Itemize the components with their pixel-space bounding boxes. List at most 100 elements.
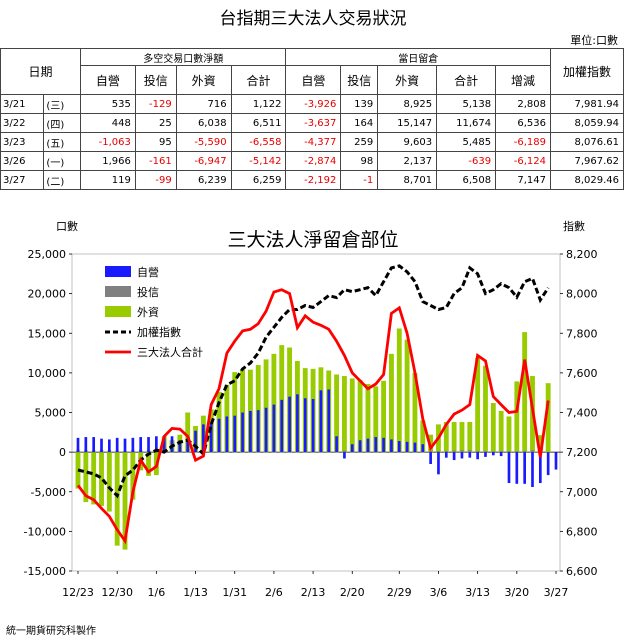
- table-row: 3/26 (一) 1,966 -161 -6,947 -5,142 -2,874 98 2,13…: [0, 151, 625, 171]
- bar-proprietary: [515, 452, 519, 484]
- bar-proprietary: [233, 415, 237, 453]
- bar-foreign: [334, 374, 340, 453]
- bar-proprietary: [507, 452, 511, 484]
- table-row: 3/27 (二) 119 -99 6,239 6,259 -2,192 -1 8,701 6,50…: [0, 170, 625, 190]
- bar-proprietary: [288, 396, 291, 453]
- bar-investment-trust: [460, 450, 464, 453]
- bar-proprietary: [139, 437, 143, 453]
- bar-foreign: [514, 381, 520, 453]
- bar-proprietary: [491, 452, 495, 456]
- unit-label: 單位:口數: [570, 34, 618, 47]
- y-tick-label: 0: [59, 446, 66, 459]
- bar-investment-trust: [522, 450, 527, 453]
- bar-proprietary: [484, 452, 487, 457]
- bar-foreign: [232, 372, 238, 453]
- bar-proprietary: [350, 444, 354, 453]
- bar-investment-trust: [507, 450, 511, 453]
- sub2-header: 增減: [495, 65, 551, 95]
- bar-foreign: [365, 383, 371, 453]
- bar-foreign: [373, 386, 379, 453]
- bar-proprietary: [366, 438, 370, 453]
- bar-proprietary: [531, 452, 534, 487]
- table-cell: -4,377: [285, 132, 342, 152]
- bar-foreign: [185, 412, 191, 453]
- bar-investment-trust: [444, 450, 448, 453]
- legend-swatch: [105, 286, 131, 297]
- bar-foreign: [279, 345, 285, 453]
- chart-title: 三大法人淨留倉部位: [227, 229, 398, 251]
- bar-proprietary: [374, 437, 378, 453]
- bar-proprietary: [108, 439, 111, 453]
- y-tick-label: 20,000: [28, 288, 67, 301]
- bar-proprietary: [280, 399, 284, 453]
- bar-proprietary: [390, 439, 393, 453]
- x-tick-label: 1/31: [222, 586, 247, 599]
- bar-foreign: [412, 372, 418, 453]
- bar-proprietary: [476, 452, 479, 460]
- bar-foreign: [396, 328, 402, 453]
- y2-tick-label: 7,400: [566, 407, 598, 420]
- bar-proprietary: [256, 410, 260, 453]
- bar-proprietary: [155, 436, 158, 453]
- y-tick-label: 5,000: [35, 407, 67, 420]
- y-axis-label: 口數: [56, 220, 78, 233]
- legend-label: 外資: [137, 306, 159, 319]
- x-tick-label: 2/13: [301, 586, 326, 599]
- bar-proprietary: [84, 437, 88, 453]
- bar-proprietary: [444, 452, 448, 458]
- index-line: [77, 264, 550, 499]
- legend-label: 三大法人合計: [137, 345, 203, 359]
- y2-tick-label: 7,200: [566, 446, 598, 459]
- bar-investment-trust: [515, 451, 519, 453]
- bar-proprietary: [147, 437, 150, 453]
- bar-foreign: [451, 422, 457, 453]
- bar-proprietary: [546, 452, 550, 476]
- y2-tick-label: 8,200: [566, 248, 598, 261]
- legend-label: 加權指數: [137, 325, 181, 339]
- y-tick-label: -10,000: [24, 525, 66, 538]
- bar-foreign: [443, 422, 449, 453]
- bar-proprietary: [538, 452, 542, 484]
- legend-swatch: [105, 266, 131, 277]
- table-cell: -2,192: [285, 170, 342, 190]
- bar-foreign: [240, 369, 245, 453]
- bar-investment-trust: [499, 450, 503, 453]
- legend-label: 投信: [137, 285, 159, 299]
- bar-proprietary: [554, 452, 558, 470]
- table-row: 3/22 (四) 448 25 6,038 6,511 -3,637 164 15,147 11,…: [0, 113, 625, 133]
- table-row: 3/23 (五) -1,063 95 -5,590 -6,558 -4,377 259 9,60…: [0, 132, 625, 152]
- x-tick-label: 1/6: [148, 586, 166, 599]
- bar-foreign: [122, 452, 128, 550]
- x-tick-label: 2/20: [340, 586, 365, 599]
- bar-foreign: [91, 452, 97, 505]
- bar-proprietary: [523, 452, 526, 484]
- bar-investment-trust: [436, 450, 441, 453]
- legend-label: 自營: [137, 266, 159, 279]
- x-tick-label: 12/23: [62, 586, 94, 599]
- table-cell: 8,701: [377, 170, 438, 190]
- x-tick-label: 3/27: [544, 586, 569, 599]
- bar-foreign: [263, 359, 269, 453]
- bar-foreign: [537, 435, 543, 453]
- bar-investment-trust: [452, 450, 456, 453]
- bar-proprietary: [296, 394, 299, 453]
- bar-investment-trust: [475, 450, 480, 453]
- sub2-header: 投信: [340, 65, 379, 95]
- bar-foreign: [420, 420, 426, 453]
- bar-proprietary: [115, 437, 119, 453]
- bar-investment-trust: [428, 450, 433, 453]
- bar-foreign: [106, 452, 112, 512]
- bar-foreign: [475, 357, 481, 453]
- bar-foreign: [83, 452, 89, 503]
- bar-proprietary: [131, 437, 135, 453]
- x-tick-label: 2/6: [265, 586, 283, 599]
- y2-tick-label: 6,800: [566, 525, 598, 538]
- bar-proprietary: [194, 430, 197, 453]
- bar-foreign: [459, 422, 465, 453]
- bar-proprietary: [217, 418, 221, 453]
- bar-proprietary: [327, 389, 331, 453]
- bar-investment-trust: [468, 450, 472, 453]
- y2-tick-label: 6,600: [566, 565, 598, 578]
- y-tick-label: 25,000: [28, 248, 67, 261]
